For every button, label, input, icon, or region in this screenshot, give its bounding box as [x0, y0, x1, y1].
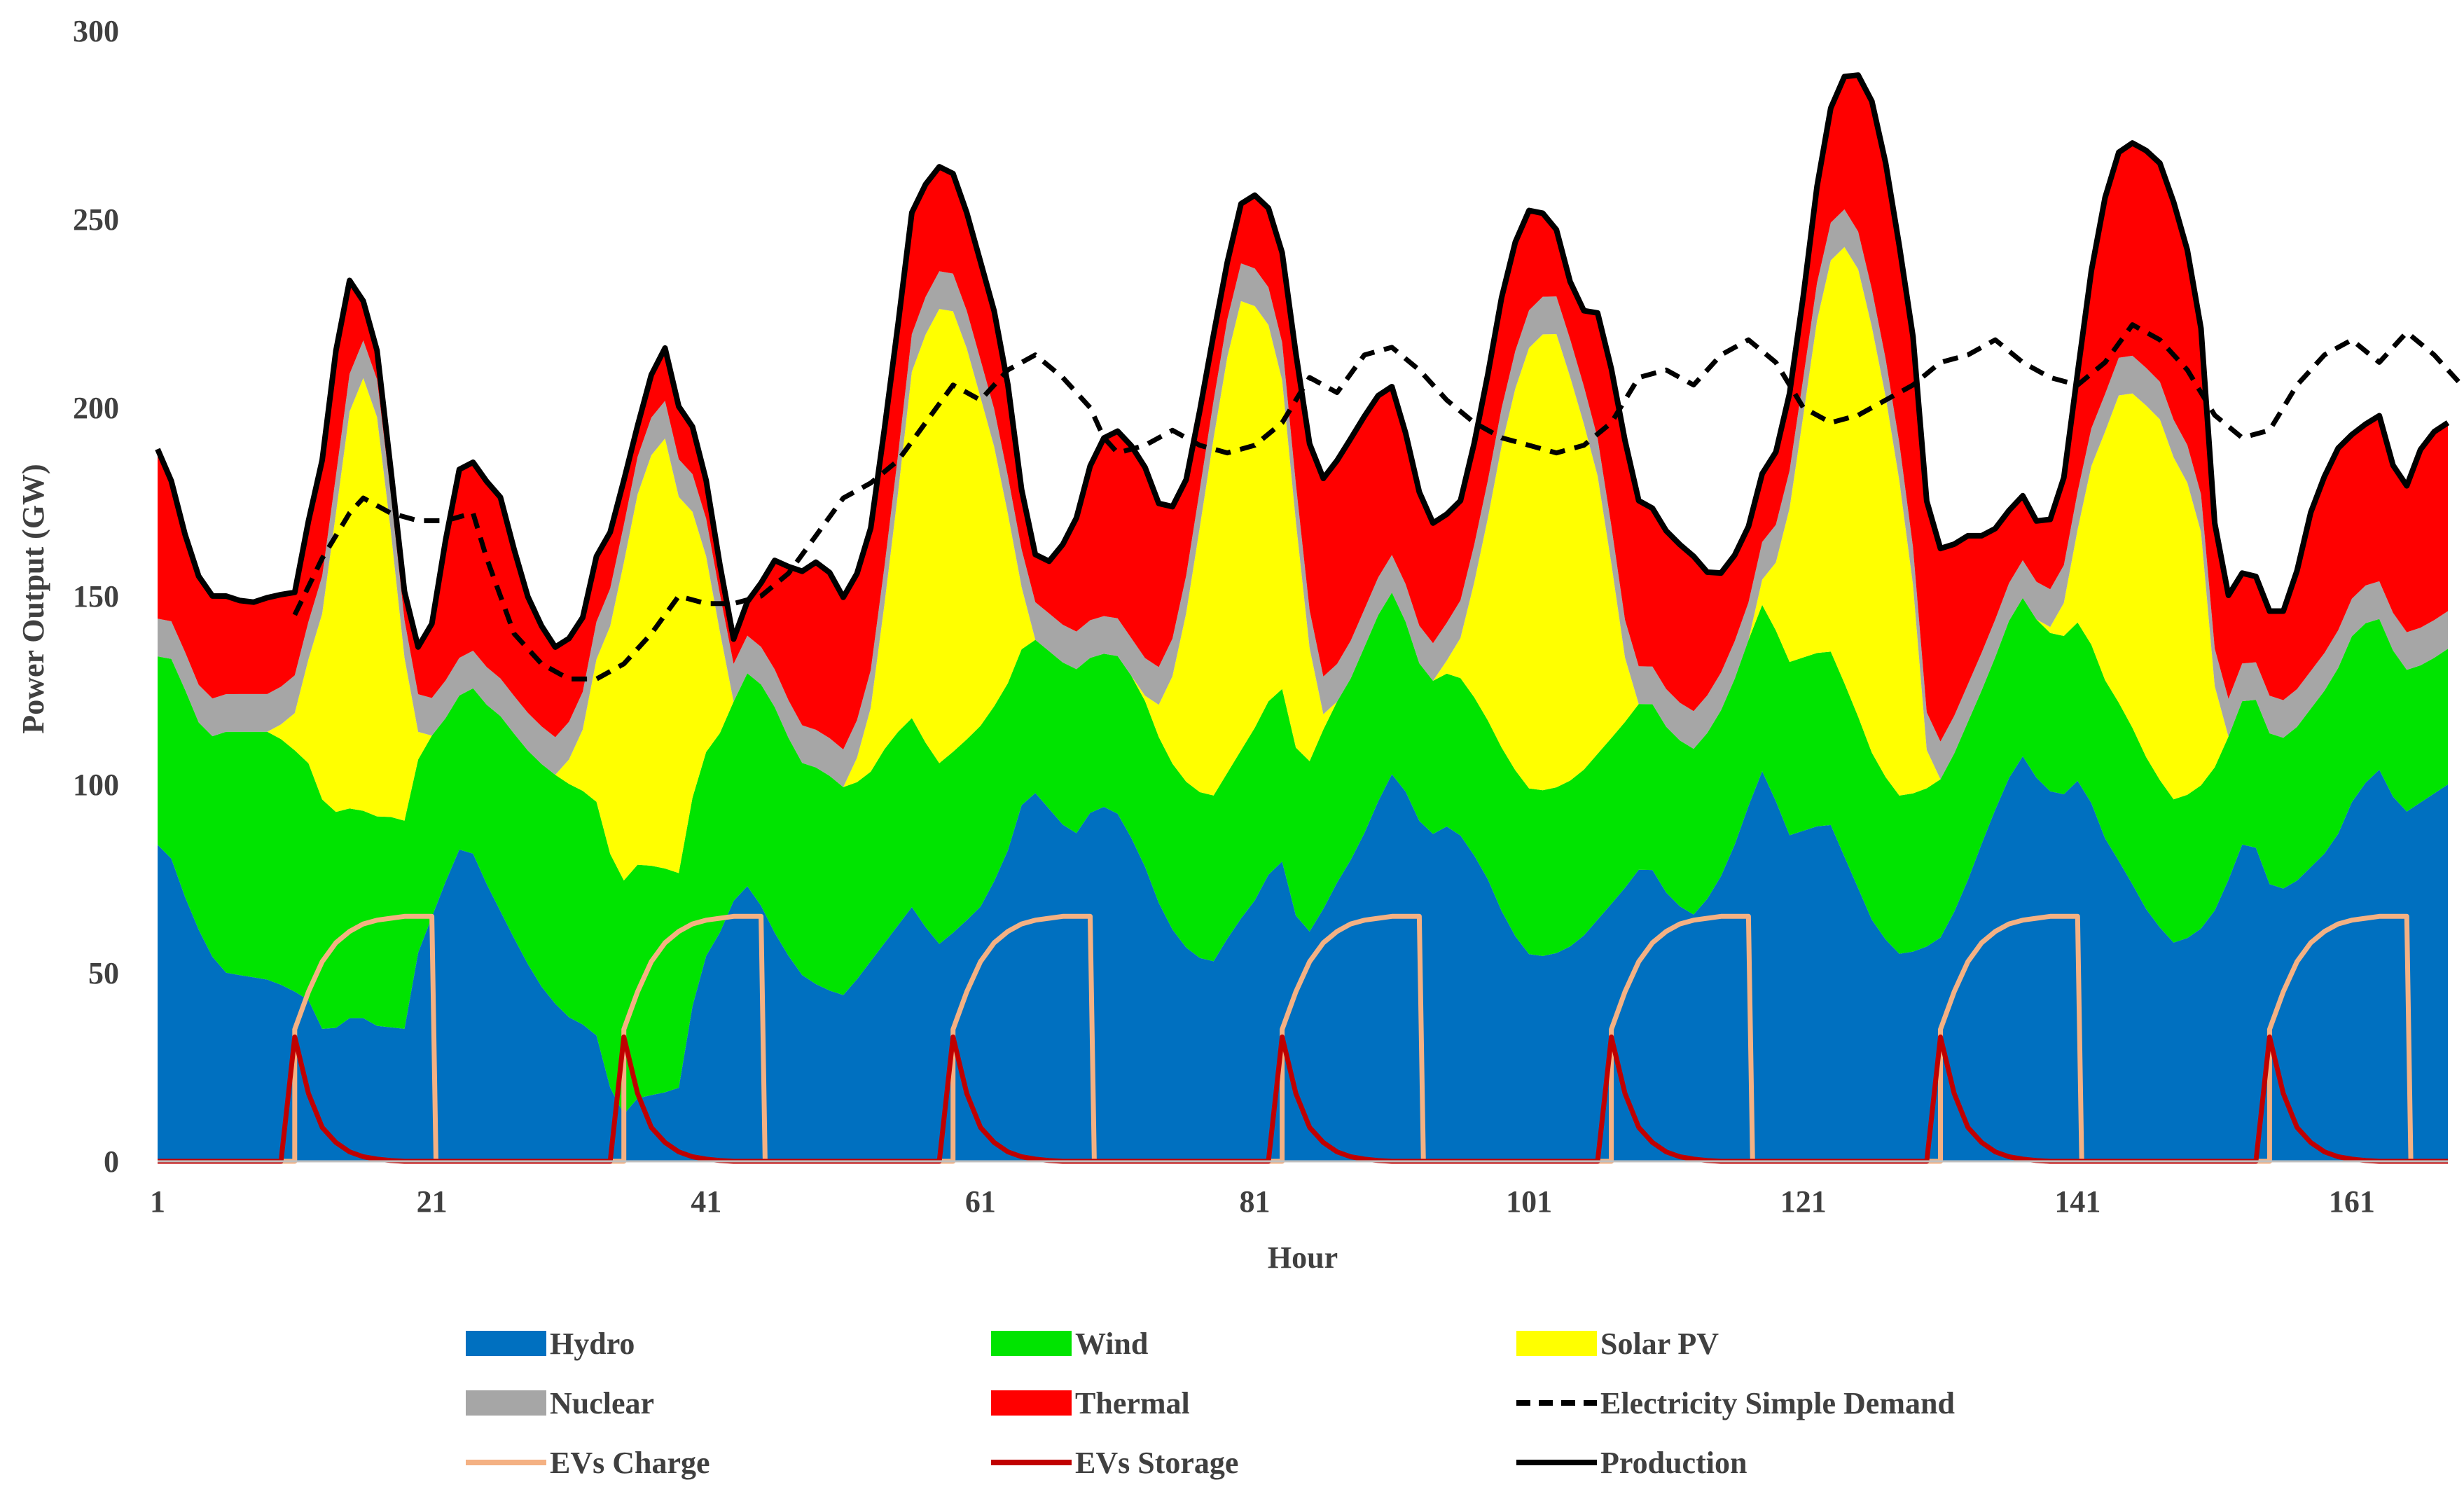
x-tick-label: 61	[965, 1184, 996, 1219]
y-tick-label: 300	[73, 14, 119, 48]
x-tick-labels: 1 21 41 61 81 101 121 141 161	[150, 1184, 2375, 1219]
legend-item-wind: Wind	[991, 1327, 1148, 1361]
x-tick-label: 101	[1506, 1184, 1552, 1219]
stacked-areas	[158, 75, 2448, 1161]
x-tick-label: 161	[2329, 1184, 2375, 1219]
x-tick-label: 141	[2054, 1184, 2100, 1219]
legend-item-electricity-simple-demand: Electricity Simple Demand	[1516, 1386, 1955, 1420]
y-axis-title: Power Output (GW)	[16, 464, 50, 733]
legend-item-thermal: Thermal	[991, 1386, 1190, 1420]
y-tick-label: 0	[104, 1144, 119, 1179]
y-tick-label: 250	[73, 202, 119, 237]
line-production	[155, 72, 2450, 650]
x-tick-label: 41	[691, 1184, 721, 1219]
x-tick-label: 81	[1239, 1184, 1270, 1219]
x-tick-label: 21	[417, 1184, 448, 1219]
x-tick-label: 121	[1780, 1184, 1827, 1219]
legend-marker	[1516, 1331, 1597, 1356]
legend-item-production: Production	[1516, 1446, 1747, 1480]
legend-marker	[991, 1331, 1072, 1356]
legend-label: EVs Storage	[1075, 1446, 1238, 1480]
legend-label: Production	[1600, 1446, 1747, 1480]
legend-label: EVs Charge	[550, 1446, 710, 1480]
legend-item-evs-charge: EVs Charge	[466, 1446, 710, 1480]
legend-item-hydro: Hydro	[466, 1327, 635, 1361]
legend-label: Wind	[1075, 1327, 1148, 1361]
x-axis-title: Hour	[1268, 1240, 1338, 1275]
line-electricity-simple-demand	[292, 322, 2464, 682]
legend: Hydro Wind Solar PV Nuclear Thermal Electrici…	[466, 1327, 1955, 1480]
legend-label: Hydro	[550, 1327, 635, 1361]
legend-item-nuclear: Nuclear	[466, 1386, 654, 1420]
legend-label: Nuclear	[550, 1386, 654, 1420]
legend-marker	[466, 1331, 546, 1356]
legend-label: Thermal	[1075, 1386, 1190, 1420]
area-wind	[158, 593, 2448, 1114]
y-tick-label: 50	[88, 956, 119, 990]
line-evs-charge	[158, 913, 2448, 1164]
legend-marker	[466, 1390, 546, 1416]
y-tick-labels: 0 50 100 150 200 250 300	[73, 14, 119, 1179]
legend-marker	[991, 1390, 1072, 1416]
legend-item-evs-storage: EVs Storage	[991, 1446, 1238, 1480]
legend-item-solar-pv: Solar PV	[1516, 1327, 1719, 1361]
area-solar-pv	[158, 247, 2448, 881]
legend-label: Solar PV	[1600, 1327, 1719, 1361]
x-tick-label: 1	[150, 1184, 165, 1219]
legend-label: Electricity Simple Demand	[1600, 1386, 1955, 1420]
y-tick-label: 100	[73, 768, 119, 802]
area-hydro	[158, 756, 2448, 1161]
y-tick-label: 150	[73, 579, 119, 614]
y-tick-label: 200	[73, 391, 119, 425]
